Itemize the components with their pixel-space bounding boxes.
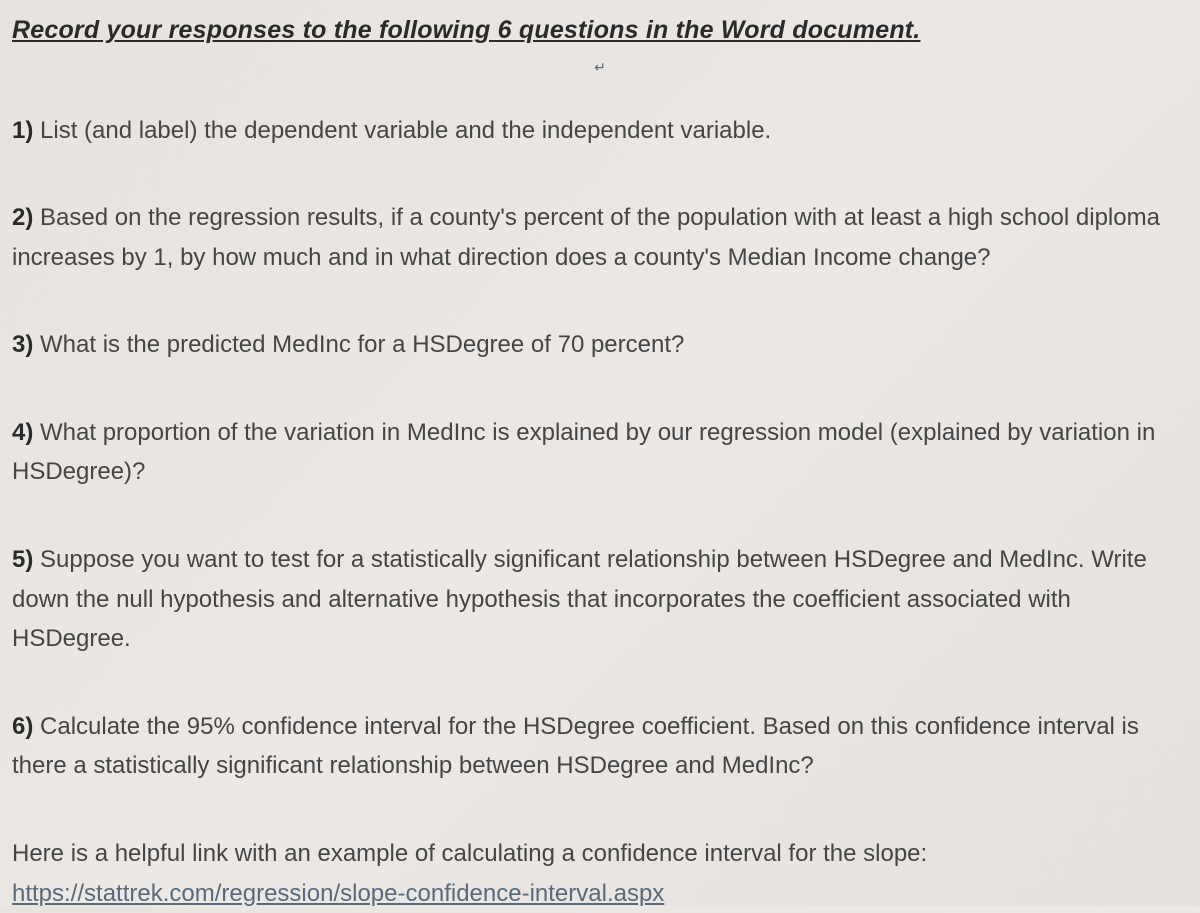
question-text: What proportion of the variation in MedI… bbox=[12, 419, 1155, 486]
question-1: 1) List (and label) the dependent variab… bbox=[12, 111, 1188, 151]
question-text: List (and label) the dependent variable … bbox=[40, 117, 771, 144]
instruction-header: Record your responses to the following 6… bbox=[12, 12, 1188, 50]
question-text: What is the predicted MedInc for a HSDeg… bbox=[40, 331, 684, 358]
question-number: 6) bbox=[12, 713, 33, 740]
question-6: 6) Calculate the 95% confidence interval… bbox=[12, 707, 1188, 786]
helper-text: Here is a helpful link with an example o… bbox=[12, 834, 1188, 913]
paragraph-marker: ↵ bbox=[12, 58, 1188, 79]
question-number: 2) bbox=[12, 204, 33, 231]
question-5: 5) Suppose you want to test for a statis… bbox=[12, 540, 1188, 659]
question-text: Based on the regression results, if a co… bbox=[12, 204, 1160, 271]
question-text: Calculate the 95% confidence interval fo… bbox=[12, 713, 1139, 780]
question-number: 5) bbox=[12, 546, 33, 573]
question-2: 2) Based on the regression results, if a… bbox=[12, 198, 1188, 277]
question-3: 3) What is the predicted MedInc for a HS… bbox=[12, 325, 1188, 365]
helper-intro: Here is a helpful link with an example o… bbox=[12, 834, 1188, 874]
question-number: 3) bbox=[12, 331, 33, 358]
question-number: 4) bbox=[12, 419, 33, 446]
helper-link[interactable]: https://stattrek.com/regression/slope-co… bbox=[12, 880, 664, 907]
question-text: Suppose you want to test for a statistic… bbox=[12, 546, 1147, 652]
question-number: 1) bbox=[12, 117, 33, 144]
question-4: 4) What proportion of the variation in M… bbox=[12, 413, 1188, 492]
